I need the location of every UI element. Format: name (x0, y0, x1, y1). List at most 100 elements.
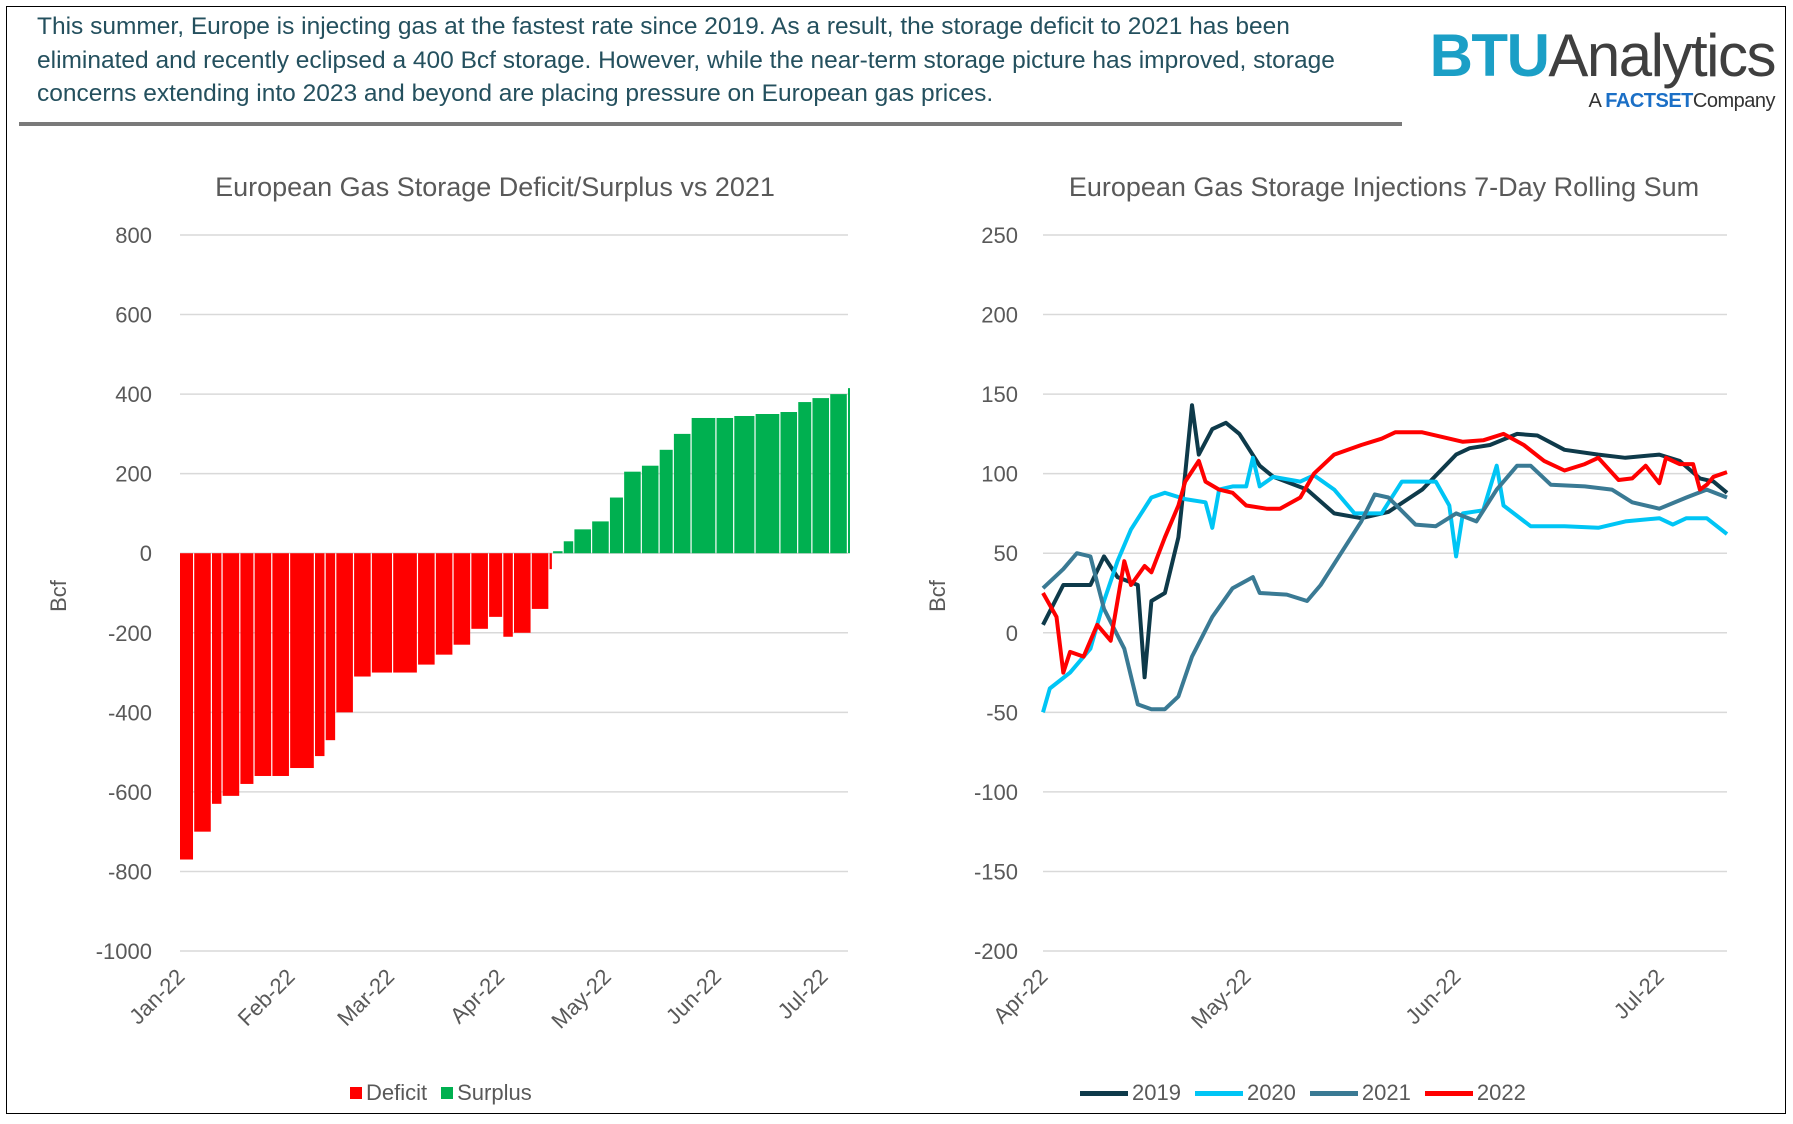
deficit-bar (325, 553, 336, 741)
legend-swatch (1424, 1090, 1473, 1096)
x-tick-label: May-22 (546, 964, 616, 1034)
deficit-bar (489, 553, 503, 617)
deficit-bar (240, 553, 254, 784)
header-divider (19, 122, 1402, 126)
y-tick-label: -200 (974, 939, 1018, 964)
surplus-bar (592, 521, 609, 554)
btu-analytics-logo: BTUAnalytics A FACTSETCompany (1429, 22, 1777, 113)
legend-swatch (1309, 1090, 1358, 1096)
surplus-bar (691, 417, 716, 554)
deficit-bar (393, 553, 417, 673)
legend-item: 2021 (1309, 1080, 1411, 1106)
x-tick-label: Apr-22 (445, 964, 509, 1028)
deficit-bar (354, 553, 371, 677)
y-tick-label: 150 (981, 382, 1018, 407)
deficit-bar (371, 553, 392, 673)
surplus-bar (609, 497, 623, 554)
legend-right: 2019 2020 2021 2022 (1080, 1080, 1526, 1106)
legend-item: Deficit (350, 1080, 427, 1106)
logo-company: Company (1692, 90, 1776, 112)
y-axis-label: Bcf (46, 579, 71, 612)
y-tick-label: 200 (981, 303, 1018, 328)
legend-label: 2021 (1361, 1080, 1411, 1105)
y-tick-label: -150 (974, 859, 1018, 884)
legend-swatch (1080, 1090, 1128, 1096)
y-tick-label: -1000 (96, 939, 152, 964)
legend-item: 2022 (1424, 1080, 1526, 1106)
deficit-bar (194, 553, 211, 832)
series-line-2021 (1041, 463, 1728, 712)
deficit-bar (180, 553, 194, 860)
x-tick-label: Jan-22 (124, 964, 189, 1029)
surplus-bar (734, 415, 755, 554)
deficit-bar (435, 553, 453, 655)
y-tick-label: 100 (981, 462, 1018, 487)
legend-label: Deficit (366, 1080, 428, 1105)
legend-left: Deficit Surplus (350, 1080, 532, 1106)
legend-label: 2020 (1246, 1080, 1296, 1105)
y-tick-label: 0 (1006, 621, 1018, 646)
deficit-bar (315, 553, 325, 757)
legend-item: 2020 (1194, 1080, 1296, 1106)
surplus-bar (624, 471, 641, 554)
y-tick-label: 800 (115, 223, 152, 248)
y-axis-label: Bcf (925, 579, 950, 612)
chart-title: European Gas Storage Deficit/Surplus vs … (215, 172, 775, 202)
surplus-bar (812, 398, 830, 554)
figure-frame (6, 6, 1786, 1114)
deficit-bar (531, 553, 549, 609)
y-tick-label: 600 (115, 303, 152, 328)
y-tick-label: -600 (108, 780, 152, 805)
surplus-bar (673, 433, 691, 554)
x-tick-label: Jul-22 (773, 964, 833, 1024)
y-tick-label: 0 (140, 541, 152, 566)
deficit-bar (503, 553, 513, 637)
x-tick-label: Mar-22 (332, 964, 399, 1031)
chart-title: European Gas Storage Injections 7-Day Ro… (1069, 172, 1699, 202)
deficit-bar (290, 553, 314, 769)
y-tick-label: -100 (974, 780, 1018, 805)
surplus-bar (553, 551, 563, 554)
surplus-bar (780, 412, 798, 554)
legend-swatch (441, 1087, 454, 1099)
logo-factset: FACTSET (1605, 90, 1693, 112)
surplus-bar (563, 541, 574, 554)
surplus-bar (716, 417, 734, 554)
deficit-bar (254, 553, 272, 776)
legend-label: 2022 (1476, 1080, 1526, 1105)
series-line-2019 (1041, 403, 1729, 680)
legend-item: 2019 (1080, 1080, 1181, 1106)
logo-brand: BTU (1429, 22, 1550, 89)
deficit-bar (222, 553, 240, 796)
deficit-bar (418, 553, 435, 665)
y-tick-label: -50 (986, 700, 1018, 725)
legend-swatch (1194, 1090, 1243, 1096)
deficit-bar (336, 553, 353, 713)
y-tick-label: 250 (981, 223, 1018, 248)
y-tick-label: -400 (108, 700, 152, 725)
deficit-bar (471, 553, 488, 629)
surplus-bar (798, 402, 812, 554)
y-tick-label: 400 (115, 382, 152, 407)
deficit-bar (514, 553, 531, 633)
x-tick-label: Apr-22 (988, 964, 1052, 1028)
y-tick-label: -800 (108, 859, 152, 884)
legend-label: Surplus (457, 1080, 532, 1105)
deficit-bar (549, 553, 552, 570)
y-tick-label: -200 (108, 621, 152, 646)
surplus-bar (574, 529, 591, 554)
x-tick-label: Feb-22 (233, 964, 300, 1031)
x-tick-label: Jun-22 (661, 964, 726, 1029)
x-tick-label: May-22 (1186, 964, 1256, 1034)
surplus-bar (641, 465, 659, 554)
legend-label: 2019 (1132, 1080, 1181, 1105)
header-text: This summer, Europe is injecting gas at … (37, 13, 1335, 107)
surplus-bar (848, 388, 850, 554)
logo-sub-a: A (1588, 90, 1601, 112)
surplus-bar (830, 394, 847, 554)
surplus-bar (659, 449, 673, 554)
x-tick-label: Jun-22 (1400, 964, 1465, 1029)
legend-item: Surplus (441, 1080, 532, 1106)
y-tick-label: 200 (115, 462, 152, 487)
